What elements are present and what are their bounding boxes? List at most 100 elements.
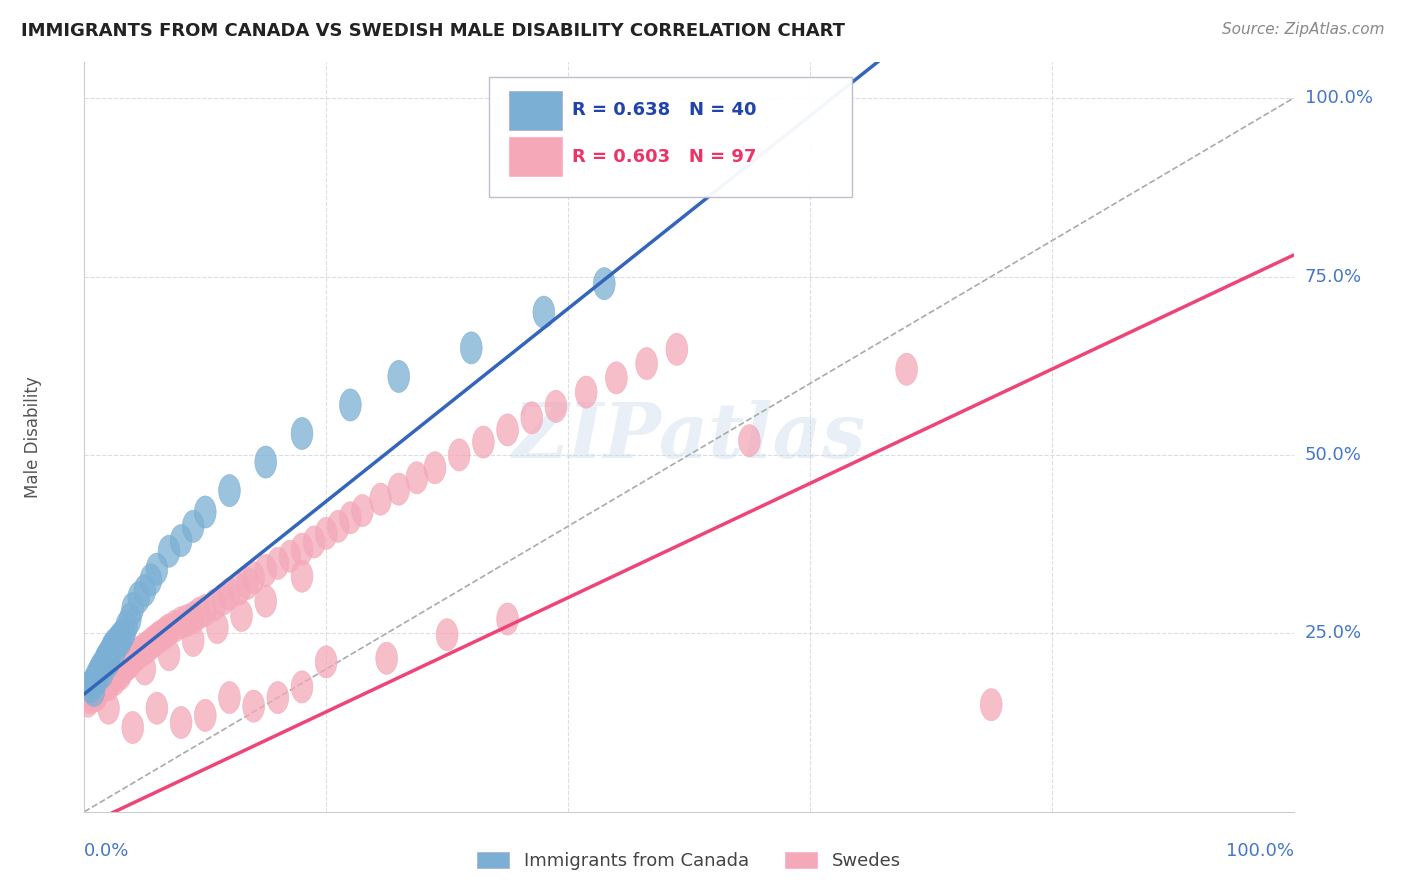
Ellipse shape — [125, 639, 148, 671]
Ellipse shape — [339, 389, 361, 421]
Ellipse shape — [375, 642, 398, 674]
Ellipse shape — [83, 678, 105, 710]
Ellipse shape — [606, 362, 627, 394]
Ellipse shape — [207, 612, 228, 644]
Ellipse shape — [291, 560, 314, 592]
Text: 0.0%: 0.0% — [84, 842, 129, 860]
Ellipse shape — [315, 646, 337, 678]
Ellipse shape — [533, 296, 555, 328]
Ellipse shape — [449, 439, 470, 471]
FancyBboxPatch shape — [509, 91, 562, 130]
Ellipse shape — [128, 637, 149, 669]
Text: Source: ZipAtlas.com: Source: ZipAtlas.com — [1222, 22, 1385, 37]
Ellipse shape — [94, 646, 115, 678]
Ellipse shape — [104, 664, 125, 696]
Text: R = 0.638   N = 40: R = 0.638 N = 40 — [572, 102, 756, 120]
Ellipse shape — [231, 599, 253, 632]
Ellipse shape — [86, 660, 107, 692]
Ellipse shape — [575, 376, 598, 409]
Ellipse shape — [114, 651, 135, 683]
Ellipse shape — [86, 676, 107, 708]
Ellipse shape — [97, 646, 120, 678]
Ellipse shape — [91, 671, 114, 703]
Ellipse shape — [291, 417, 314, 450]
Ellipse shape — [520, 401, 543, 434]
Ellipse shape — [436, 619, 458, 651]
Text: 25.0%: 25.0% — [1305, 624, 1362, 642]
Ellipse shape — [496, 603, 519, 635]
Ellipse shape — [406, 462, 427, 494]
Ellipse shape — [149, 621, 170, 653]
Ellipse shape — [107, 624, 129, 657]
Ellipse shape — [304, 526, 325, 558]
Ellipse shape — [152, 619, 174, 651]
Ellipse shape — [122, 592, 143, 624]
Ellipse shape — [183, 510, 204, 542]
Ellipse shape — [134, 633, 156, 665]
Ellipse shape — [82, 680, 104, 712]
Ellipse shape — [157, 535, 180, 567]
Ellipse shape — [738, 425, 761, 457]
Ellipse shape — [91, 649, 114, 681]
Ellipse shape — [165, 610, 186, 642]
Ellipse shape — [170, 607, 193, 639]
Ellipse shape — [122, 712, 143, 744]
Ellipse shape — [460, 332, 482, 364]
Ellipse shape — [117, 648, 139, 680]
Ellipse shape — [328, 510, 349, 542]
Ellipse shape — [183, 624, 204, 657]
Ellipse shape — [115, 649, 138, 681]
Ellipse shape — [218, 578, 240, 610]
Ellipse shape — [96, 642, 117, 674]
Ellipse shape — [176, 605, 198, 637]
Ellipse shape — [146, 553, 167, 585]
Ellipse shape — [243, 562, 264, 594]
Ellipse shape — [105, 658, 128, 690]
Text: ZIPatlas: ZIPatlas — [512, 401, 866, 474]
Ellipse shape — [472, 426, 495, 458]
Ellipse shape — [157, 639, 180, 671]
Ellipse shape — [636, 348, 658, 380]
Ellipse shape — [188, 598, 209, 630]
Ellipse shape — [112, 653, 134, 685]
Ellipse shape — [157, 614, 180, 646]
Ellipse shape — [101, 632, 124, 664]
Ellipse shape — [89, 653, 111, 685]
Ellipse shape — [82, 667, 104, 699]
Ellipse shape — [194, 496, 217, 528]
Ellipse shape — [980, 689, 1002, 721]
Ellipse shape — [254, 446, 277, 478]
Ellipse shape — [93, 669, 115, 701]
Ellipse shape — [218, 681, 240, 714]
Ellipse shape — [134, 653, 156, 685]
Ellipse shape — [204, 589, 226, 621]
Ellipse shape — [141, 628, 162, 660]
Ellipse shape — [134, 574, 156, 607]
Ellipse shape — [315, 517, 337, 549]
Ellipse shape — [131, 635, 152, 667]
Ellipse shape — [83, 674, 105, 706]
Ellipse shape — [89, 657, 110, 689]
Ellipse shape — [86, 680, 107, 712]
Ellipse shape — [128, 582, 149, 614]
Ellipse shape — [110, 624, 132, 657]
Ellipse shape — [593, 268, 616, 300]
Ellipse shape — [194, 699, 217, 731]
Text: IMMIGRANTS FROM CANADA VS SWEDISH MALE DISABILITY CORRELATION CHART: IMMIGRANTS FROM CANADA VS SWEDISH MALE D… — [21, 22, 845, 40]
Ellipse shape — [104, 660, 125, 692]
Ellipse shape — [101, 662, 124, 694]
Ellipse shape — [194, 594, 217, 626]
FancyBboxPatch shape — [509, 137, 562, 177]
Ellipse shape — [170, 706, 193, 739]
Ellipse shape — [291, 671, 314, 703]
Ellipse shape — [666, 334, 688, 366]
Ellipse shape — [388, 473, 409, 505]
Text: 100.0%: 100.0% — [1305, 89, 1372, 107]
Ellipse shape — [425, 451, 446, 483]
Ellipse shape — [212, 583, 235, 615]
Ellipse shape — [97, 665, 120, 698]
Ellipse shape — [254, 555, 277, 587]
Ellipse shape — [228, 573, 250, 605]
Ellipse shape — [156, 615, 177, 648]
Ellipse shape — [115, 610, 138, 642]
